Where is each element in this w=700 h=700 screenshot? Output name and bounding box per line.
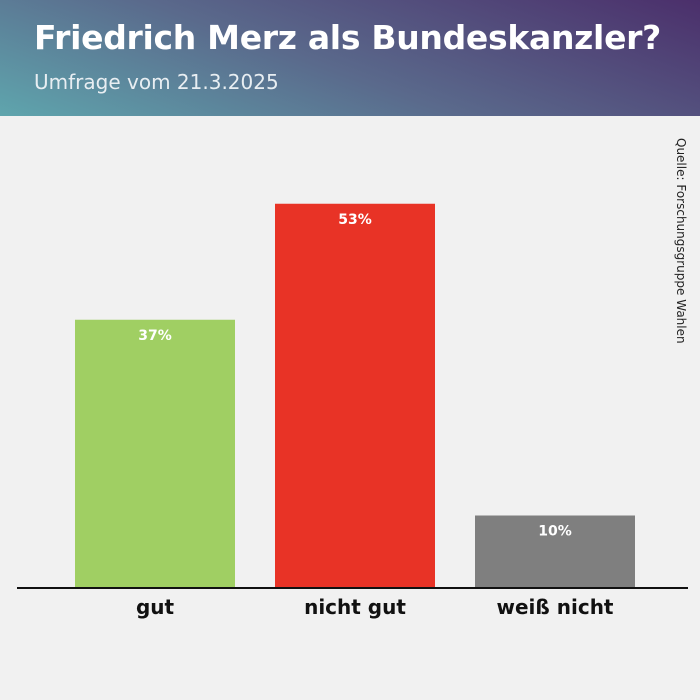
bar-value-label-0: 37% bbox=[138, 328, 172, 344]
bar-chart: 37% gut 53% nicht gut 10% weiß nicht bbox=[17, 203, 688, 619]
source-note: Quelle: Forschungsgruppe Wahlen bbox=[674, 138, 688, 344]
bar-value-label-2: 10% bbox=[538, 524, 572, 540]
chart-subtitle: Umfrage vom 21.3.2025 bbox=[34, 70, 279, 94]
chart-title: Friedrich Merz als Bundeskanzler? bbox=[34, 18, 661, 57]
category-label-0: gut bbox=[136, 595, 175, 619]
header-banner: Friedrich Merz als Bundeskanzler? Umfrag… bbox=[0, 0, 700, 116]
bar-value-label-1: 53% bbox=[338, 212, 372, 228]
bar-1 bbox=[275, 203, 435, 588]
category-label-1: nicht gut bbox=[304, 595, 406, 619]
bar-0 bbox=[75, 319, 235, 588]
bar-2 bbox=[475, 515, 635, 588]
category-label-2: weiß nicht bbox=[497, 595, 614, 619]
